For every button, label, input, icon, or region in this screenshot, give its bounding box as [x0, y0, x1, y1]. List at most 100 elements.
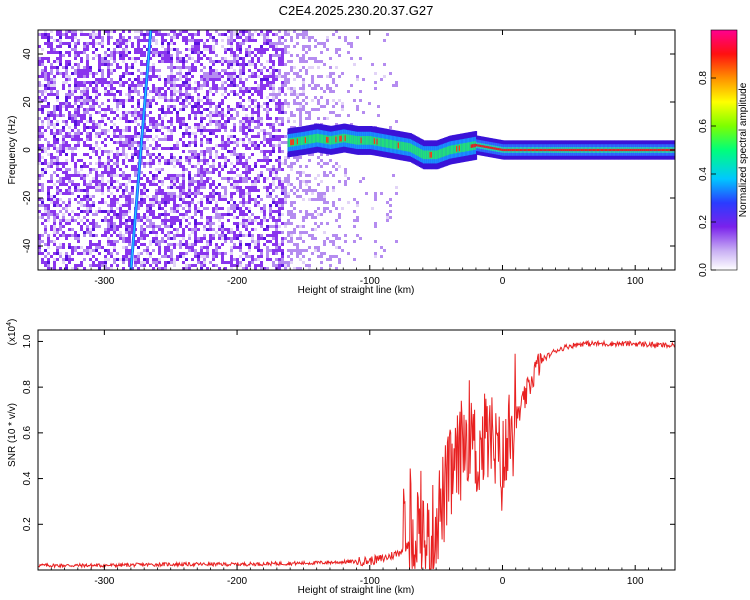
spectrogram-cell [173, 99, 176, 102]
spectrogram-cell [185, 96, 188, 99]
spectrogram-cell [158, 114, 161, 117]
spectrogram-cell [98, 147, 101, 150]
spectrogram-cell [179, 117, 182, 120]
spectrogram-cell [83, 126, 86, 129]
spectrogram-cell [263, 207, 266, 210]
spectrogram-cell [215, 60, 218, 63]
spectrogram-cell [98, 78, 101, 81]
spectrogram-cell [56, 72, 59, 75]
spectrogram-cell [86, 252, 89, 255]
spectrogram-cell [194, 39, 197, 42]
spectrogram-cell [173, 261, 176, 264]
spectrogram-cell [152, 162, 155, 165]
spectrogram-cell [170, 135, 173, 138]
spectrogram-cell [47, 180, 50, 183]
spectrogram-cell [143, 186, 146, 189]
spectrogram-cell [191, 69, 194, 72]
spectrogram-cell [92, 201, 95, 204]
spectrogram-cell [152, 87, 155, 90]
spectrogram-cell [101, 177, 104, 180]
spectrogram-cell [155, 39, 158, 42]
spectrogram-cell [59, 198, 62, 201]
spectrogram-cell [65, 267, 68, 270]
spectrogram-cell [182, 57, 185, 60]
spectrogram-cell [161, 237, 164, 240]
spectrogram-cell [65, 192, 68, 195]
spectrogram-cell [269, 153, 272, 156]
spectrogram-cell [167, 75, 170, 78]
spectrogram-cell [389, 204, 392, 207]
carrier-core [550, 148, 553, 152]
carrier-core [483, 145, 487, 148]
spectrogram-cell [359, 57, 362, 60]
spectrogram-cell [266, 246, 269, 249]
spectrogram-cell [272, 210, 275, 213]
spectrogram-cell [239, 249, 242, 252]
spectrogram-cell [299, 33, 302, 36]
spectrogram-cell [209, 150, 212, 153]
spectrogram-cell [152, 72, 155, 75]
spectrogram-cell [257, 75, 260, 78]
spectrogram-cell [95, 141, 98, 144]
spectrogram-cell [308, 159, 311, 162]
spectrogram-cell [47, 213, 50, 216]
spectrogram-cell [200, 261, 203, 264]
spectrogram-cell [230, 51, 233, 54]
spectrogram-cell [95, 111, 98, 114]
spectrogram-cell [167, 213, 170, 216]
spectrogram-cell [350, 57, 353, 60]
spectrogram-cell [245, 120, 248, 123]
spectrogram-cell [299, 165, 302, 168]
spectrogram-cell [233, 210, 236, 213]
spectrogram-cell [317, 255, 320, 258]
spectrogram-cell [128, 90, 131, 93]
spectrogram-cell [287, 87, 290, 90]
carrier-core [505, 148, 508, 152]
spectrogram-cell [320, 87, 323, 90]
spectrogram-cell [128, 66, 131, 69]
spectrogram-cell [53, 183, 56, 186]
spectrogram-cell [74, 81, 77, 84]
spectrogram-cell [290, 210, 293, 213]
spectrogram-cell [284, 75, 287, 78]
spectrogram-cell [104, 123, 107, 126]
spectrogram-cell [275, 45, 278, 48]
spectrogram-cell [191, 96, 194, 99]
spectrogram-cell [98, 93, 101, 96]
spectrogram-cell [71, 117, 74, 120]
spectrogram-cell [188, 210, 191, 213]
spectrogram-cell [233, 57, 236, 60]
spectrogram-cell [86, 249, 89, 252]
spectrogram-cell [293, 207, 296, 210]
spectrogram-cell [176, 147, 179, 150]
spectrogram-cell [170, 183, 173, 186]
spectrogram-cell [125, 129, 128, 132]
spectrogram-cell [239, 162, 242, 165]
spectrogram-cell [200, 192, 203, 195]
spectrogram-cell [149, 162, 152, 165]
spectrogram-cell [80, 30, 83, 33]
spectrogram-cell [296, 255, 299, 258]
spectrogram-cell [185, 210, 188, 213]
spectrogram-cell [200, 141, 203, 144]
spectrogram-cell [269, 108, 272, 111]
spectrogram-cell [173, 246, 176, 249]
spectrogram-cell [272, 261, 275, 264]
spectrogram-cell [77, 108, 80, 111]
spectrogram-cell [170, 222, 173, 225]
spectrogram-cell [239, 261, 242, 264]
spectrogram-cell [248, 207, 251, 210]
spectrogram-cell [200, 255, 203, 258]
spectrogram-cell [50, 129, 53, 132]
spectrogram-cell [113, 117, 116, 120]
spectrogram-cell [290, 54, 293, 57]
spectrogram-cell [164, 138, 167, 141]
spectrogram-cell [149, 252, 152, 255]
carrier-core [489, 146, 492, 149]
spectrogram-cell [185, 195, 188, 198]
spectrogram-cell [317, 84, 320, 87]
spectrogram-cell [107, 222, 110, 225]
spectrogram-cell [326, 84, 329, 87]
spectrogram-cell [104, 129, 107, 132]
spectrogram-cell [158, 180, 161, 183]
